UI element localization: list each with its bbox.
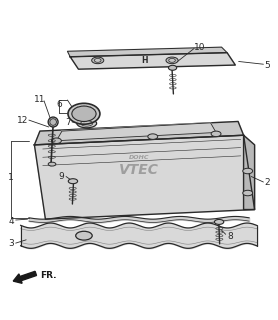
Ellipse shape	[243, 190, 253, 196]
Ellipse shape	[243, 168, 253, 174]
Ellipse shape	[95, 59, 101, 62]
Ellipse shape	[211, 131, 221, 137]
Ellipse shape	[48, 117, 58, 127]
Text: FR.: FR.	[40, 270, 56, 280]
Polygon shape	[68, 47, 227, 57]
Text: 10: 10	[194, 43, 205, 52]
Text: 1: 1	[8, 173, 14, 182]
Text: 9: 9	[58, 172, 64, 181]
Ellipse shape	[76, 231, 92, 240]
Text: VTEC: VTEC	[119, 163, 159, 177]
Ellipse shape	[168, 65, 177, 70]
Polygon shape	[34, 135, 255, 219]
Ellipse shape	[68, 103, 100, 124]
Ellipse shape	[68, 179, 78, 184]
Polygon shape	[34, 122, 244, 145]
Ellipse shape	[50, 119, 56, 125]
Polygon shape	[70, 53, 235, 69]
Ellipse shape	[148, 134, 158, 139]
Text: 2: 2	[264, 178, 270, 187]
Ellipse shape	[92, 57, 104, 64]
Ellipse shape	[48, 162, 56, 166]
Text: 12: 12	[17, 116, 29, 124]
Text: 11: 11	[34, 95, 45, 104]
Polygon shape	[244, 135, 255, 210]
Ellipse shape	[51, 138, 61, 143]
Text: 4: 4	[8, 217, 14, 226]
Polygon shape	[56, 123, 216, 141]
Text: 7: 7	[65, 117, 71, 126]
Ellipse shape	[77, 119, 97, 128]
Ellipse shape	[169, 59, 175, 62]
Text: 8: 8	[227, 232, 233, 241]
Ellipse shape	[72, 106, 96, 122]
FancyArrow shape	[13, 271, 36, 283]
Text: DOHC: DOHC	[129, 155, 149, 160]
Text: 3: 3	[8, 239, 14, 248]
Text: 6: 6	[56, 100, 62, 109]
Ellipse shape	[214, 220, 224, 224]
Text: 5: 5	[264, 60, 270, 69]
Ellipse shape	[166, 57, 178, 64]
Text: H: H	[141, 56, 148, 65]
